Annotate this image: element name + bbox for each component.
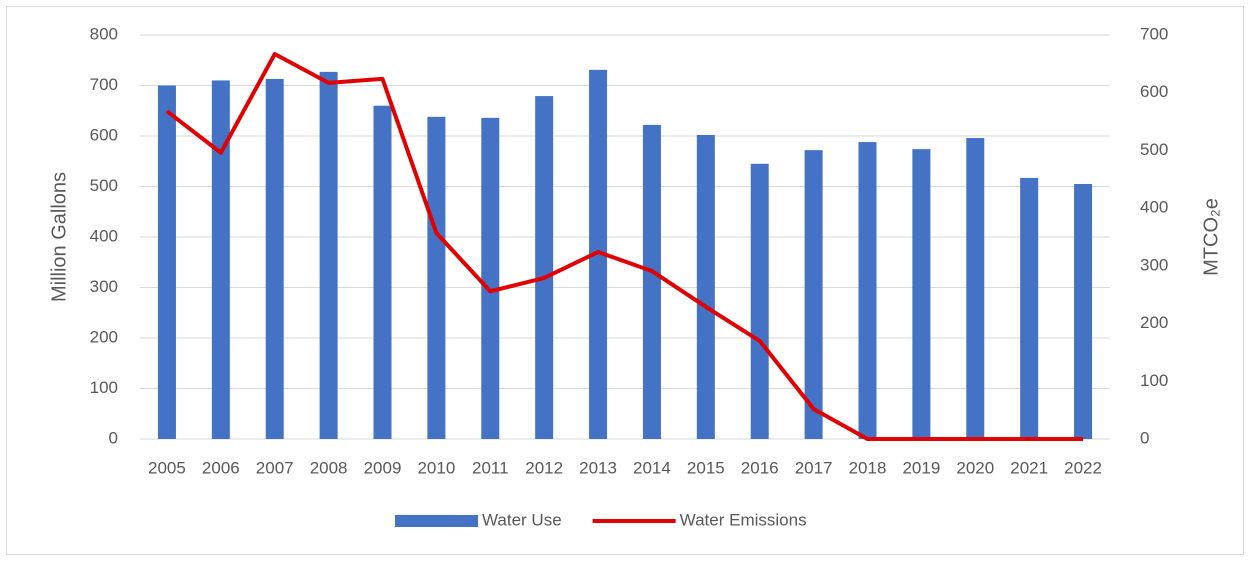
bar <box>858 142 877 439</box>
bar <box>157 85 176 439</box>
x-tick-label: 2020 <box>956 458 994 477</box>
x-tick-label: 2019 <box>902 458 940 477</box>
x-tick-label: 2005 <box>148 458 186 477</box>
y-tick-label: 700 <box>90 75 118 94</box>
x-tick-label: 2016 <box>741 458 779 477</box>
y2-tick-label: 700 <box>1140 24 1168 43</box>
bar <box>481 117 500 439</box>
y2-tick-label: 200 <box>1140 313 1168 332</box>
x-tick-label: 2015 <box>687 458 725 477</box>
y2-axis-title: MTCO₂e <box>1200 198 1222 276</box>
y-tick-label: 300 <box>90 277 118 296</box>
bar <box>966 138 985 439</box>
bar <box>642 124 661 439</box>
x-tick-label: 2006 <box>202 458 240 477</box>
bar <box>804 150 823 439</box>
legend-label: Water Use <box>482 510 562 529</box>
y-tick-label: 500 <box>90 176 118 195</box>
y-tick-label: 400 <box>90 226 118 245</box>
x-tick-label: 2021 <box>1010 458 1048 477</box>
y-tick-label: 800 <box>90 24 118 43</box>
bar <box>373 105 392 439</box>
bar <box>589 69 608 439</box>
legend-swatch <box>395 515 478 527</box>
y-tick-label: 200 <box>90 327 118 346</box>
x-tick-label: 2007 <box>256 458 294 477</box>
bar <box>427 116 446 439</box>
x-tick-label: 2017 <box>795 458 833 477</box>
x-tick-label: 2018 <box>849 458 887 477</box>
x-tick-label: 2008 <box>310 458 348 477</box>
x-tick-label: 2022 <box>1064 458 1102 477</box>
y2-tick-label: 300 <box>1140 255 1168 274</box>
y-tick-label: 100 <box>90 378 118 397</box>
bar <box>696 134 715 440</box>
bar <box>1020 177 1039 440</box>
bar <box>265 78 284 439</box>
x-tick-label: 2014 <box>633 458 671 477</box>
y-tick-label: 0 <box>109 428 118 447</box>
chart-border <box>6 6 1244 555</box>
y2-tick-label: 500 <box>1140 140 1168 159</box>
bar <box>211 80 230 439</box>
y2-tick-label: 100 <box>1140 371 1168 390</box>
y2-tick-label: 600 <box>1140 82 1168 101</box>
bar <box>912 149 931 439</box>
line <box>165 52 1084 441</box>
bar <box>535 96 554 439</box>
y2-tick-label: 0 <box>1140 428 1149 447</box>
bar <box>1074 183 1093 439</box>
bar <box>750 163 769 439</box>
x-tick-label: 2012 <box>525 458 563 477</box>
x-tick-label: 2010 <box>417 458 455 477</box>
y-tick-label: 600 <box>90 125 118 144</box>
bar <box>319 71 338 440</box>
legend-label: Water Emissions <box>680 510 807 529</box>
x-tick-label: 2013 <box>579 458 617 477</box>
y-axis-title: Million Gallons <box>48 172 70 302</box>
x-tick-label: 2011 <box>472 458 509 477</box>
x-tick-label: 2009 <box>364 458 402 477</box>
y2-tick-label: 400 <box>1140 198 1168 217</box>
